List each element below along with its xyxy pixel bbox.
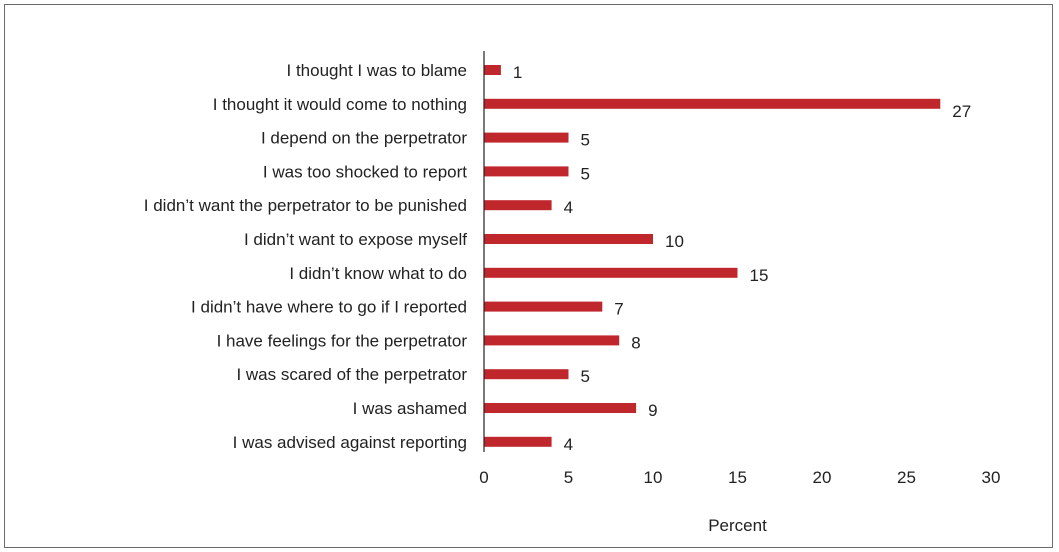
x-tick-label: 10 (644, 468, 663, 487)
category-label: I thought it would come to nothing (213, 95, 467, 114)
x-tick-label: 25 (897, 468, 916, 487)
bar (484, 200, 552, 211)
bar (484, 267, 738, 278)
bar-value-label: 9 (648, 401, 657, 420)
x-tick-label: 30 (982, 468, 1001, 487)
category-label: I didn’t want the perpetrator to be puni… (144, 196, 467, 215)
category-label: I depend on the perpetrator (261, 129, 467, 148)
category-label: I have feelings for the perpetrator (217, 331, 468, 350)
bars (484, 65, 941, 447)
bar (484, 335, 620, 346)
bar-value-label: 1 (513, 63, 522, 82)
bar-value-label: 5 (581, 164, 590, 183)
bar-value-label: 5 (581, 367, 590, 386)
bar-value-label: 4 (564, 198, 573, 217)
category-label: I thought I was to blame (287, 61, 468, 80)
category-label: I didn’t have where to go if I reported (191, 298, 467, 317)
bar-value-label: 8 (631, 333, 640, 352)
chart-frame: I thought I was to blame I thought it wou… (4, 4, 1053, 548)
x-tick-label: 15 (728, 468, 747, 487)
bar-value-label: 15 (750, 266, 769, 285)
bar-value-label: 10 (665, 232, 684, 251)
bar (484, 403, 637, 413)
bar-value-label: 5 (581, 131, 590, 150)
bar (484, 132, 569, 143)
bar-value-label: 7 (614, 300, 623, 319)
category-label: I was too shocked to report (263, 162, 467, 181)
category-label: I was ashamed (353, 399, 467, 418)
x-tick-labels: 0 5 10 15 20 25 30 (479, 468, 1000, 487)
bar (484, 436, 552, 447)
bar-value-label: 4 (564, 435, 573, 454)
category-label: I was advised against reporting (233, 433, 467, 452)
bar (484, 301, 603, 312)
x-tick-label: 0 (479, 468, 488, 487)
x-tick-label: 5 (564, 468, 573, 487)
bar-chart: I thought I was to blame I thought it wou… (144, 51, 1000, 535)
x-tick-label: 20 (813, 468, 832, 487)
category-label: I was scared of the perpetrator (236, 365, 467, 384)
bar (484, 98, 941, 109)
category-label: I didn’t know what to do (289, 264, 467, 283)
bar (484, 234, 653, 244)
bar (484, 166, 569, 177)
bar (484, 65, 501, 75)
bar-value-label: 27 (952, 102, 971, 121)
category-label: I didn’t want to expose myself (244, 230, 467, 249)
x-axis-title: Percent (708, 516, 767, 535)
bar (484, 369, 569, 380)
category-labels: I thought I was to blame I thought it wou… (144, 61, 468, 452)
